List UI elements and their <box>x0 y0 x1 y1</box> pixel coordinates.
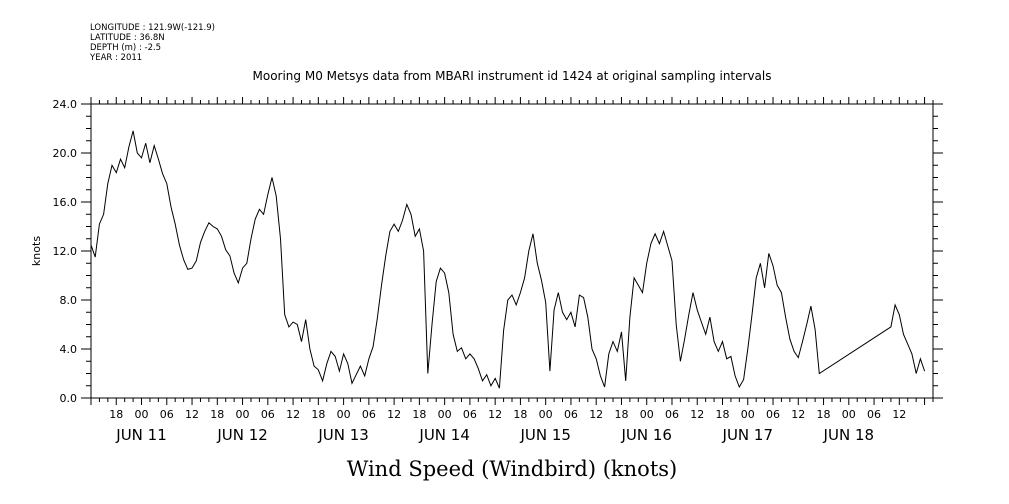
x-day-label: JUN 11 <box>115 426 166 444</box>
x-hour-label: 06 <box>867 408 881 421</box>
x-hour-label: 06 <box>564 408 578 421</box>
chart-title: Mooring M0 Metsys data from MBARI instru… <box>253 69 772 83</box>
x-hour-label: 18 <box>614 408 628 421</box>
y-tick-label: 12.0 <box>53 245 78 258</box>
axis-ticks <box>81 97 943 405</box>
x-hour-label: 06 <box>261 408 275 421</box>
x-hour-label: 06 <box>362 408 376 421</box>
x-day-label: JUN 17 <box>722 426 773 444</box>
y-tick-label: 8.0 <box>60 294 78 307</box>
x-hour-label: 00 <box>741 408 755 421</box>
x-day-label: JUN 13 <box>317 426 368 444</box>
x-hour-label: 12 <box>791 408 805 421</box>
x-hour-label: 00 <box>236 408 250 421</box>
x-hour-label: 18 <box>109 408 123 421</box>
x-day-label: JUN 15 <box>519 426 570 444</box>
x-day-label: JUN 16 <box>620 426 671 444</box>
x-day-labels: JUN 11 JUN 12 JUN 13 JUN 14 JUN 15 JUN 16 JUN … <box>115 426 874 444</box>
x-hour-label: 12 <box>286 408 300 421</box>
x-hour-label: 18 <box>311 408 325 421</box>
metadata-header: LONGITUDE : 121.9W(-121.9) LATITUDE : 36… <box>89 23 215 63</box>
y-tick-label: 4.0 <box>60 343 78 356</box>
x-hour-label: 18 <box>817 408 831 421</box>
year-label: YEAR : 2011 <box>89 53 142 63</box>
x-hour-label: 06 <box>665 408 679 421</box>
x-hour-label: 12 <box>589 408 603 421</box>
x-hour-label: 18 <box>210 408 224 421</box>
plot-frame <box>90 103 934 399</box>
y-tick-label: 20.0 <box>53 147 78 160</box>
x-hour-label: 18 <box>716 408 730 421</box>
x-hour-label: 00 <box>337 408 351 421</box>
x-hour-label: 06 <box>766 408 780 421</box>
y-tick-label: 16.0 <box>53 196 78 209</box>
x-day-label: JUN 14 <box>418 426 469 444</box>
x-hour-label: 00 <box>438 408 452 421</box>
depth-label: DEPTH (m) : -2.5 <box>90 43 161 53</box>
x-tick-labels: 18 00 06 12 18 00 06 12 18 00 06 12 18 00 06 12 18 00 06 12… <box>109 408 906 421</box>
y-tick-label: 0.0 <box>60 392 78 405</box>
x-hour-label: 00 <box>842 408 856 421</box>
x-day-label: JUN 12 <box>216 426 267 444</box>
y-axis-label: knots <box>30 236 43 266</box>
longitude-label: LONGITUDE : 121.9W(-121.9) <box>90 23 215 33</box>
x-hour-label: 12 <box>690 408 704 421</box>
x-hour-label: 00 <box>135 408 149 421</box>
wind-speed-series-line <box>90 130 926 389</box>
latitude-label: LATITUDE : 36.8N <box>90 33 165 43</box>
x-hour-label: 12 <box>488 408 502 421</box>
y-tick-labels: 0.0 4.0 8.0 12.0 16.0 20.0 24.0 <box>53 98 78 405</box>
x-hour-label: 12 <box>185 408 199 421</box>
x-hour-label: 12 <box>892 408 906 421</box>
x-hour-label: 06 <box>463 408 477 421</box>
x-day-label: JUN 18 <box>823 426 874 444</box>
x-hour-label: 18 <box>412 408 426 421</box>
x-hour-label: 12 <box>387 408 401 421</box>
x-hour-label: 00 <box>539 408 553 421</box>
x-hour-label: 00 <box>640 408 654 421</box>
x-hour-label: 18 <box>513 408 527 421</box>
x-hour-label: 06 <box>160 408 174 421</box>
x-axis-title: Wind Speed (Windbird) (knots) <box>347 457 677 481</box>
y-tick-label: 24.0 <box>53 98 78 111</box>
